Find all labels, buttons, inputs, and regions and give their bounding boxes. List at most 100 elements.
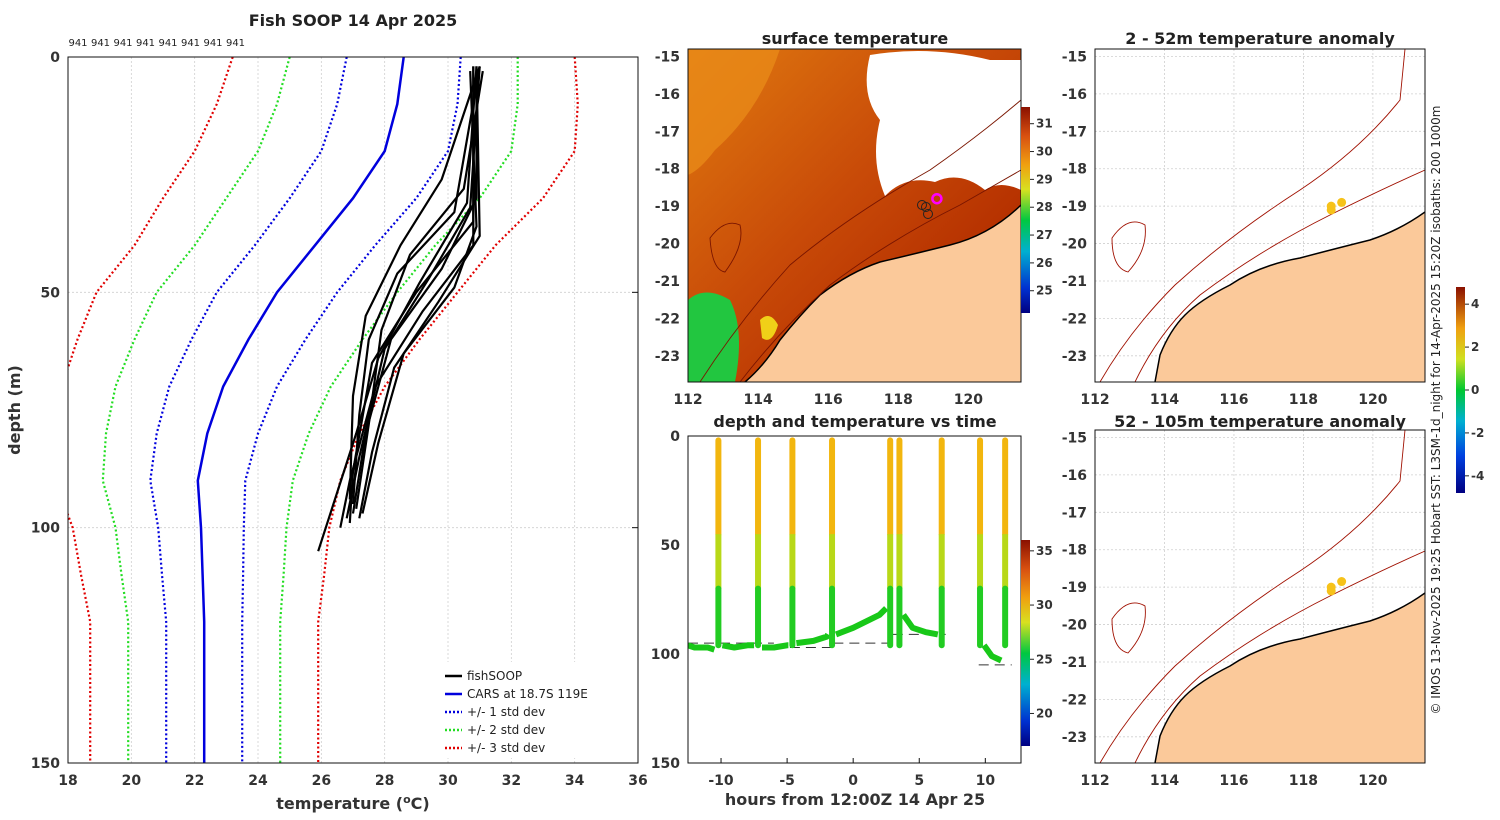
std-dev-line-1 xyxy=(149,57,348,763)
colorbar-label: 4 xyxy=(1471,297,1479,311)
profile-id-label: 941 xyxy=(181,38,200,49)
x-tick-label: 120 xyxy=(1358,773,1387,789)
sst-current-position-marker xyxy=(931,192,943,205)
y-tick-label: -22 xyxy=(1062,692,1087,708)
colorbar-label: 0 xyxy=(1471,383,1479,397)
fishsoop-profile-line xyxy=(339,66,475,528)
profile-id-label: 941 xyxy=(136,38,155,49)
sst-green-patch xyxy=(688,292,739,382)
y-tick-label: 150 xyxy=(651,756,680,772)
y-tick-label: 0 xyxy=(670,429,680,445)
y-tick-label: -20 xyxy=(1062,618,1088,634)
y-tick-label: -22 xyxy=(1062,311,1087,327)
std-dev-line-1 xyxy=(241,57,462,763)
profile-xlabel: temperature (oC) xyxy=(276,793,429,813)
colorbar-label: 30 xyxy=(1036,598,1053,612)
anomaly-point xyxy=(1337,197,1347,207)
fishsoop-profile-line xyxy=(361,71,478,514)
tow-segment xyxy=(762,642,791,651)
x-tick-label: 5 xyxy=(914,773,924,789)
legend-label: CARS at 18.7S 119E xyxy=(467,687,588,701)
y-tick-label: -19 xyxy=(1062,580,1087,596)
tow-segment xyxy=(796,632,831,647)
profile-id-label: 941 xyxy=(203,38,222,49)
colorbar-label: 25 xyxy=(1036,652,1053,666)
x-tick-label: 112 xyxy=(1080,773,1109,789)
cars-mean-line xyxy=(196,57,405,763)
y-tick-label: -21 xyxy=(1062,274,1087,290)
colorbar-label: -4 xyxy=(1471,469,1484,483)
anom-deep-points xyxy=(1326,577,1347,596)
anom-reef-outline xyxy=(1111,221,1146,273)
anom-isobath-200 xyxy=(1134,550,1425,763)
legend-label: +/- 2 std dev xyxy=(467,723,545,737)
sst-cloud-mask xyxy=(866,51,1021,196)
colorbar-label: 26 xyxy=(1036,256,1053,270)
x-tick-label: 114 xyxy=(1150,392,1179,408)
anom-land xyxy=(1155,212,1425,382)
x-tick-label: 112 xyxy=(673,392,702,408)
x-tick-label: 120 xyxy=(954,392,983,408)
x-tick-label: 116 xyxy=(814,392,843,408)
anomaly-point xyxy=(1326,205,1336,215)
xlabel-sup: o xyxy=(403,793,411,806)
x-tick-label: 24 xyxy=(248,773,268,789)
std-dev-line-2 xyxy=(279,57,519,763)
y-tick-label: -19 xyxy=(1062,199,1087,215)
depth-time-series xyxy=(688,437,1012,666)
fishsoop-profile-line xyxy=(317,66,478,552)
profile-series xyxy=(68,57,579,763)
colorbar-label: 35 xyxy=(1036,544,1053,558)
anom-isobath-200 xyxy=(1134,169,1425,382)
sst-title: surface temperature xyxy=(762,29,949,48)
anom-deep-body xyxy=(1095,430,1425,763)
anomaly-map-deep: 52 - 105m temperature anomaly 112 114 116 1… xyxy=(1062,287,1484,789)
x-tick-label: 116 xyxy=(1219,773,1248,789)
y-tick-label: -18 xyxy=(655,162,680,178)
sst-cast-marker xyxy=(923,209,933,219)
x-tick-label: 32 xyxy=(502,773,521,789)
colorbar-label: 29 xyxy=(1036,172,1053,186)
x-tick-label: 28 xyxy=(375,773,394,789)
depth-time-xlabel: hours from 12:00Z 14 Apr 25 xyxy=(725,790,985,809)
anom-shallow-ticks: 112 114 116 118 120 -15 -16 -17 -18 -19 -20 -21 -22 -… xyxy=(1062,49,1388,408)
sst-land xyxy=(745,205,1021,382)
anom-shallow-title: 2 - 52m temperature anomaly xyxy=(1125,29,1395,48)
x-tick-label: 10 xyxy=(976,773,996,789)
y-tick-label: -21 xyxy=(1062,655,1087,671)
fishsoop-profile-line xyxy=(345,66,481,519)
x-tick-label: 26 xyxy=(312,773,331,789)
y-tick-label: -16 xyxy=(1062,468,1087,484)
std-dev-line-2 xyxy=(101,57,291,763)
y-tick-label: -22 xyxy=(655,311,680,327)
y-tick-label: -18 xyxy=(1062,543,1087,559)
depth-time-colorbar xyxy=(1021,540,1030,746)
profile-top-labels: 941 941 941 941 941 941 941 941 xyxy=(68,38,245,49)
depth-time-axes-frame xyxy=(687,435,1022,764)
anom-shallow-frame xyxy=(1094,48,1426,383)
anomaly-map-shallow: 2 - 52m temperature anomaly 112 114 116 118… xyxy=(1062,29,1426,408)
x-tick-label: 118 xyxy=(884,392,913,408)
y-tick-label: 100 xyxy=(31,521,60,537)
x-tick-label: 30 xyxy=(438,773,458,789)
anom-deep-ticks: 112 114 116 118 120 -15 -16 -17 -18 -19 -20 -21 -22 -… xyxy=(1062,430,1388,789)
profile-ticks: 18 20 22 24 26 28 30 32 34 36 0 50 100 150 xyxy=(31,50,648,789)
fishsoop-profile-line xyxy=(355,70,484,509)
anom-shallow-body xyxy=(1095,49,1425,382)
y-tick-label: 100 xyxy=(651,647,680,663)
profile-title: Fish SOOP 14 Apr 2025 xyxy=(249,11,458,30)
sst-isobath-1000 xyxy=(699,99,1021,382)
y-tick-label: -15 xyxy=(655,49,680,65)
anom-deep-title: 52 - 105m temperature anomaly xyxy=(1114,412,1406,431)
anomaly-colorbar-ticks: 4 2 0 -2 -4 xyxy=(1465,297,1484,483)
colorbar-label: 31 xyxy=(1036,117,1053,131)
x-tick-label: 118 xyxy=(1289,773,1318,789)
fishsoop-profile-line xyxy=(351,66,478,514)
y-tick-label: -16 xyxy=(655,87,680,103)
fishsoop-profile-line xyxy=(358,66,481,519)
anomaly-colorbar xyxy=(1456,287,1465,493)
sst-coastline xyxy=(744,204,1021,382)
x-tick-label: 118 xyxy=(1289,392,1318,408)
tow-segment xyxy=(981,643,1003,664)
